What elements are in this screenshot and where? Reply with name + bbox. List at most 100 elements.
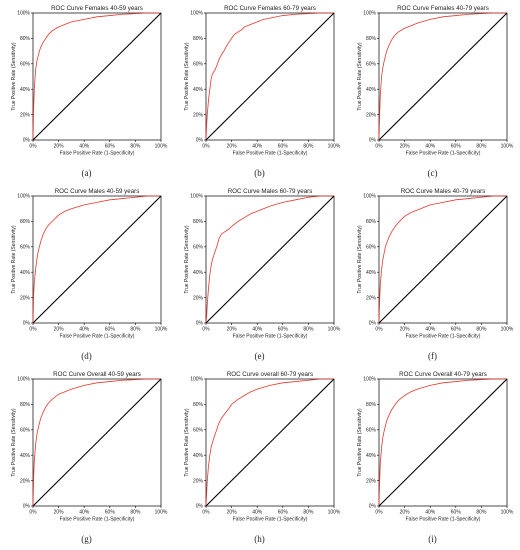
panel-caption: (g) — [81, 534, 92, 544]
x-tick-label: 100% — [328, 510, 341, 516]
roc-chart: ROC Curve Females 40-59 years 0% 20% 40% 60%… — [11, 5, 168, 157]
chart-panel: ROC Curve Males 40-59 years 0% 20% 40% 60% 80… — [0, 183, 173, 366]
chart-panel: ROC Curve Females 40-59 years 0% 20% 40% 60%… — [0, 0, 173, 183]
x-tick-label: 40% — [252, 510, 263, 516]
x-tick-label: 60% — [105, 510, 116, 516]
x-tick-label: 80% — [130, 327, 141, 333]
y-tick-label: 40% — [20, 87, 31, 93]
panel-caption: (f) — [428, 351, 437, 361]
roc-chart: ROC Curve Males 40-59 years 0% 20% 40% 60% 80… — [11, 188, 168, 340]
x-tick-label: 40% — [79, 327, 90, 333]
x-axis-label: False Positive Rate (1-Specificity) — [406, 334, 481, 340]
y-tick-label: 60% — [20, 62, 31, 68]
chart-title: ROC Curve Overall 40-79 years — [399, 371, 487, 378]
y-tick-label: 80% — [193, 219, 204, 225]
y-tick-label: 20% — [193, 112, 204, 118]
y-tick-label: 0% — [196, 504, 204, 510]
y-tick-label: 0% — [196, 138, 204, 144]
y-tick-label: 100% — [17, 377, 30, 383]
x-tick-label: 60% — [451, 510, 462, 516]
chart-title: ROC Curve Females 60-79 years — [224, 5, 316, 12]
x-tick-label: 0% — [202, 510, 210, 516]
roc-curve-line — [378, 195, 507, 324]
y-tick-label: 0% — [369, 321, 377, 327]
x-tick-label: 20% — [54, 327, 65, 333]
x-tick-label: 20% — [400, 327, 411, 333]
x-axis-label: False Positive Rate (1-Specificity) — [233, 334, 308, 340]
y-tick-label: 100% — [363, 11, 376, 17]
reference-diagonal-line — [32, 378, 162, 507]
roc-curve-line — [32, 378, 161, 507]
roc-curve-line — [205, 195, 334, 324]
x-tick-label: 20% — [54, 510, 65, 516]
y-tick-label: 80% — [366, 402, 377, 408]
y-tick-label: 100% — [190, 194, 203, 200]
x-axis-label: False Positive Rate (1-Specificity) — [406, 517, 481, 523]
panel-caption: (e) — [254, 351, 265, 361]
x-tick-label: 100% — [328, 144, 341, 150]
chart-panel: ROC Curve Overall 40-79 years 0% 20% 40% 60%… — [346, 366, 519, 549]
panel-caption: (h) — [254, 534, 265, 544]
chart-title: ROC Curve Males 60-79 years — [228, 188, 313, 195]
x-tick-label: 80% — [130, 144, 141, 150]
y-tick-label: 20% — [366, 112, 377, 118]
reference-diagonal-line — [378, 12, 508, 141]
y-axis-label: True Positive Rate (Sensitivity) — [357, 225, 363, 294]
roc-chart: ROC Curve Overall 40-59 years 0% 20% 40% 60%… — [11, 371, 168, 523]
x-tick-label: 20% — [54, 144, 65, 150]
reference-diagonal-line — [32, 195, 162, 324]
y-tick-label: 0% — [369, 138, 377, 144]
x-tick-label: 80% — [303, 144, 314, 150]
y-tick-label: 100% — [17, 11, 30, 17]
reference-diagonal-line — [205, 12, 335, 141]
y-tick-label: 60% — [193, 245, 204, 251]
x-tick-label: 40% — [252, 327, 263, 333]
x-tick-label: 100% — [501, 144, 514, 150]
y-tick-label: 80% — [20, 219, 31, 225]
x-tick-label: 40% — [425, 510, 436, 516]
x-tick-label: 40% — [425, 327, 436, 333]
x-tick-label: 80% — [303, 327, 314, 333]
y-axis-label: True Positive Rate (Sensitivity) — [184, 408, 190, 477]
y-tick-label: 60% — [20, 245, 31, 251]
y-tick-label: 40% — [20, 453, 31, 459]
y-axis-label: True Positive Rate (Sensitivity) — [357, 408, 363, 477]
x-tick-label: 80% — [303, 510, 314, 516]
reference-diagonal-line — [378, 378, 508, 507]
x-tick-label: 20% — [400, 510, 411, 516]
reference-diagonal-line — [32, 12, 162, 141]
chart-title: ROC Curve Females 40-59 years — [51, 5, 143, 12]
chart-title: ROC Curve overall 60-79 years — [227, 371, 313, 378]
x-tick-label: 80% — [130, 510, 141, 516]
roc-chart: ROC Curve overall 60-79 years 0% 20% 40% 60%… — [184, 371, 341, 523]
y-tick-label: 40% — [193, 453, 204, 459]
roc-curve-line — [32, 195, 161, 324]
x-axis-label: False Positive Rate (1-Specificity) — [406, 151, 481, 157]
y-tick-label: 60% — [366, 428, 377, 434]
y-tick-label: 40% — [20, 270, 31, 276]
y-tick-label: 60% — [193, 428, 204, 434]
y-tick-label: 0% — [369, 504, 377, 510]
y-tick-label: 100% — [363, 377, 376, 383]
roc-chart: ROC Curve Males 40-79 years 0% 20% 40% 60% 80… — [357, 188, 514, 340]
y-tick-label: 100% — [190, 377, 203, 383]
y-tick-label: 20% — [20, 478, 31, 484]
x-tick-label: 20% — [400, 144, 411, 150]
plot-frame — [378, 12, 508, 141]
x-tick-label: 20% — [227, 510, 238, 516]
x-axis-label: False Positive Rate (1-Specificity) — [60, 151, 135, 157]
roc-curve-line — [378, 12, 507, 141]
y-tick-label: 60% — [20, 428, 31, 434]
x-tick-label: 80% — [476, 327, 487, 333]
roc-curve-line — [32, 12, 161, 141]
x-tick-label: 40% — [79, 144, 90, 150]
x-tick-label: 40% — [252, 144, 263, 150]
reference-diagonal-line — [205, 378, 335, 507]
roc-curve-line — [378, 378, 507, 507]
y-tick-label: 0% — [196, 321, 204, 327]
roc-curve-line — [205, 12, 334, 141]
x-tick-label: 0% — [202, 144, 210, 150]
y-tick-label: 80% — [366, 36, 377, 42]
chart-title: ROC Curve Males 40-79 years — [401, 188, 486, 195]
